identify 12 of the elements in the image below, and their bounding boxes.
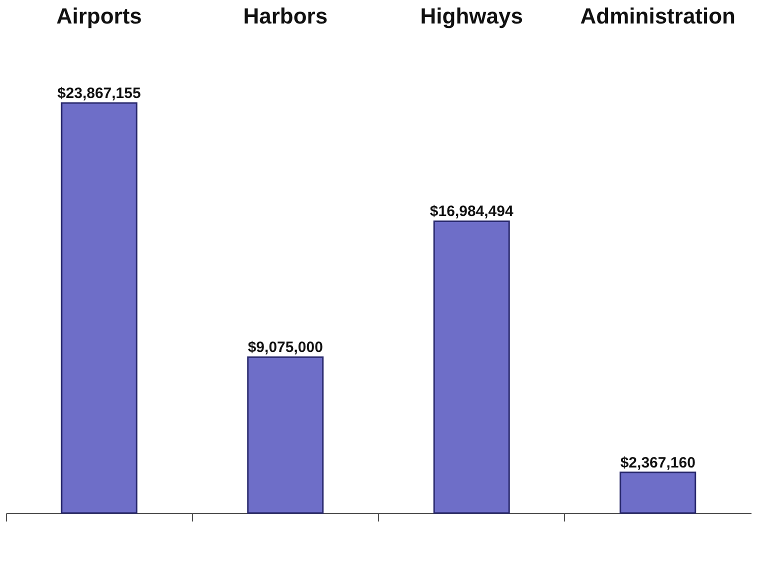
x-tick-label: Administration bbox=[580, 4, 736, 28]
data-label: $9,075,000 bbox=[248, 339, 323, 356]
x-tick-label: Airports bbox=[56, 4, 142, 28]
data-label: $16,984,494 bbox=[430, 203, 514, 220]
data-label: $23,867,155 bbox=[57, 85, 141, 102]
x-tick-label: Highways bbox=[420, 4, 523, 28]
x-tick-label: Harbors bbox=[243, 4, 328, 28]
data-label: $2,367,160 bbox=[620, 454, 696, 472]
bar bbox=[60, 102, 138, 514]
bar bbox=[247, 356, 324, 514]
bar bbox=[620, 472, 696, 514]
bar bbox=[433, 220, 510, 514]
